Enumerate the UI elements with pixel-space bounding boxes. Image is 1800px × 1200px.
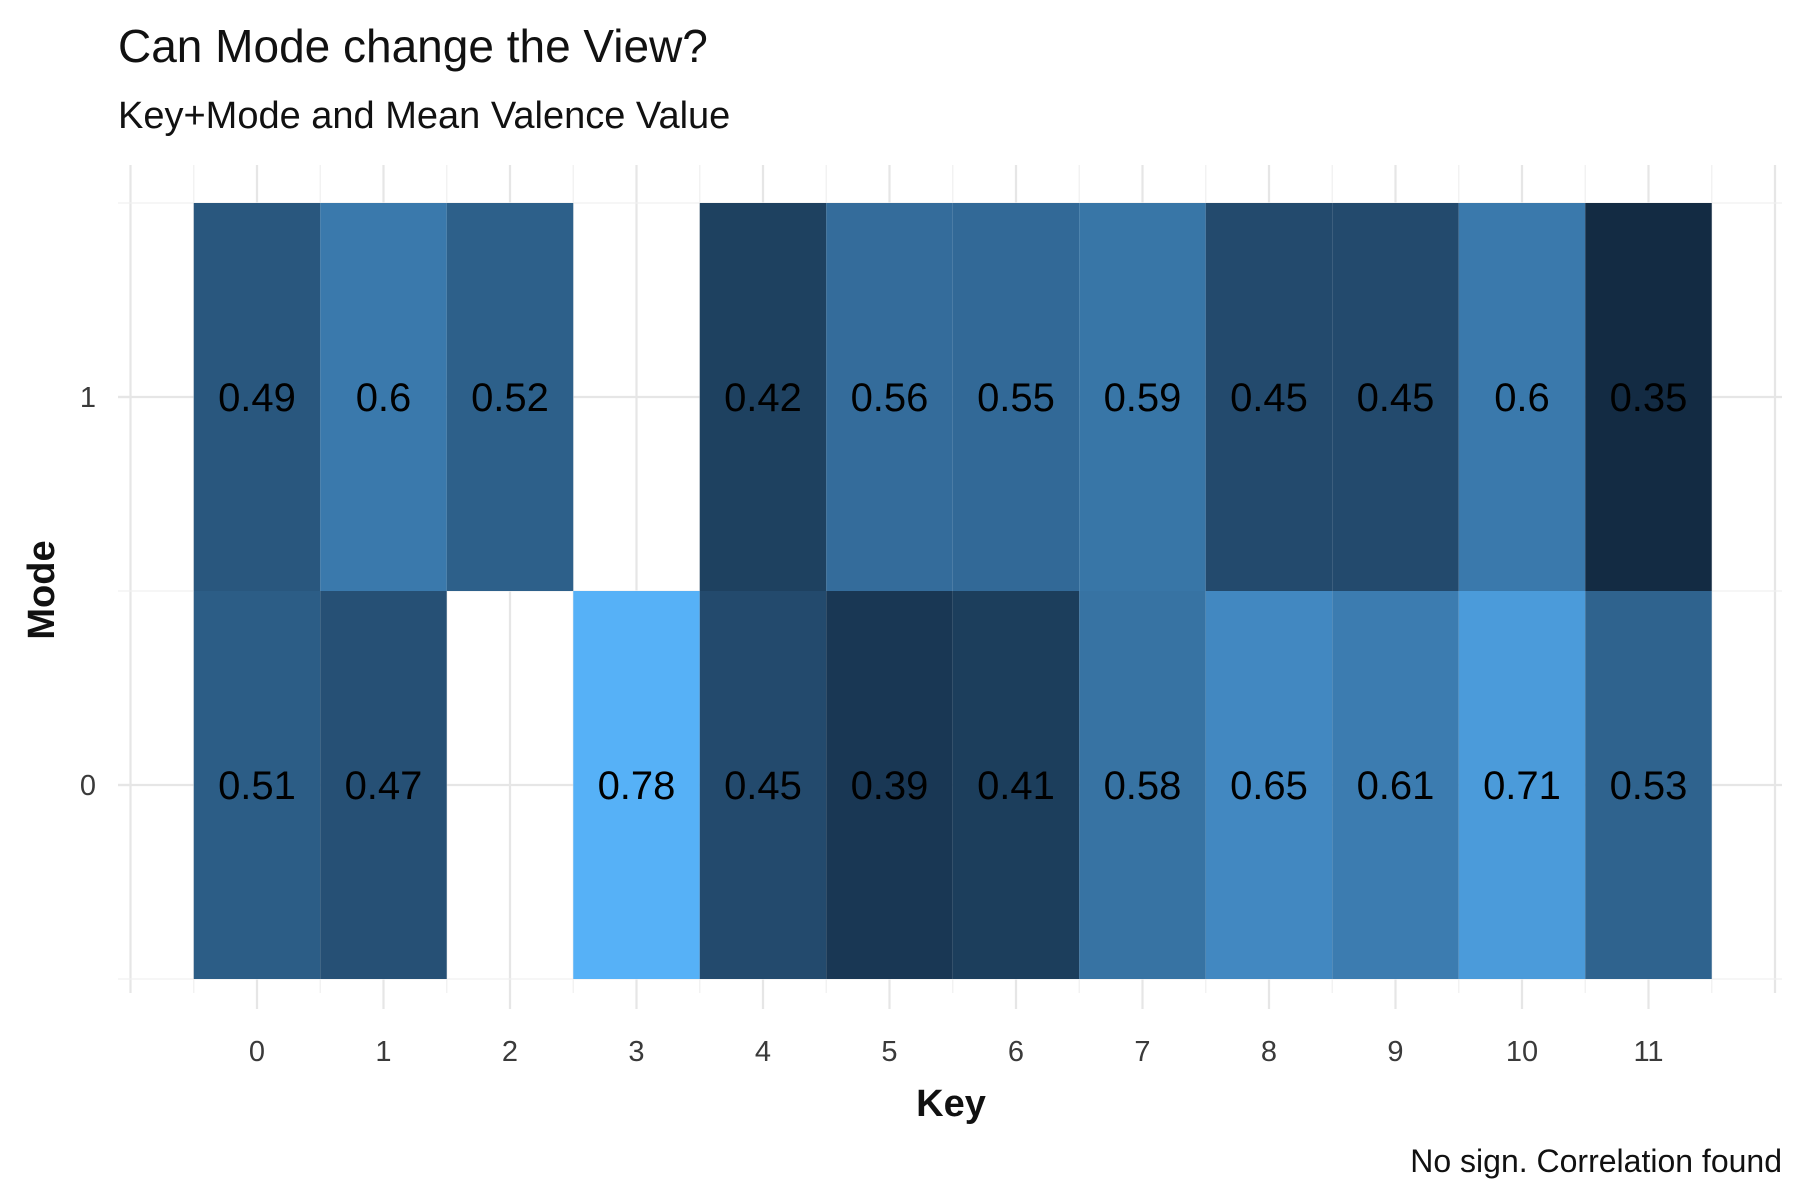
cell-label-key-8-mode-1: 0.45 <box>1230 376 1308 420</box>
y-tick-label-1: 1 <box>80 382 96 414</box>
cell-label-key-10-mode-0: 0.71 <box>1483 764 1561 808</box>
cell-label-key-0-mode-1: 0.49 <box>218 376 296 420</box>
y-tick-label-0: 0 <box>80 770 96 802</box>
cell-label-key-6-mode-1: 0.55 <box>977 376 1055 420</box>
cell-label-key-5-mode-1: 0.56 <box>851 376 929 420</box>
heatmap-cell-key-6-mode-1 <box>952 203 1080 591</box>
heatmap-cell-key-7-mode-0 <box>1079 591 1206 979</box>
x-axis-ticks: 0 1 2 3 4 5 6 7 8 9 10 11 <box>249 993 1664 1068</box>
cell-value-labels: 0.49 0.6 0.52 0.42 0.56 0.55 0.59 0.45 0.45 0.6 0.… <box>218 376 1687 808</box>
heatmap-cell-key-1-mode-1 <box>320 203 447 591</box>
heatmap-cell-key-5-mode-0 <box>826 591 953 979</box>
heatmap-cell-key-3-mode-0 <box>573 591 700 979</box>
chart-title: Can Mode change the View? <box>118 20 708 72</box>
cell-label-key-6-mode-0: 0.41 <box>977 764 1055 808</box>
heatmap-cell-key-11-mode-1 <box>1585 203 1712 591</box>
x-tick-label-4: 4 <box>755 1036 771 1068</box>
cell-label-key-2-mode-1: 0.52 <box>471 376 549 420</box>
x-tick-label-3: 3 <box>628 1036 644 1068</box>
x-tick-label-9: 9 <box>1387 1036 1403 1068</box>
chart-subtitle: Key+Mode and Mean Valence Value <box>118 95 730 137</box>
cell-label-key-7-mode-1: 0.59 <box>1104 376 1182 420</box>
cell-label-key-8-mode-0: 0.65 <box>1230 764 1308 808</box>
heatmap-cell-key-4-mode-1 <box>699 203 827 591</box>
cell-label-key-11-mode-0: 0.53 <box>1610 764 1688 808</box>
heatmap-cell-key-9-mode-0 <box>1332 591 1459 979</box>
cell-label-key-7-mode-0: 0.58 <box>1104 764 1182 808</box>
heatmap-cell-key-2-mode-1 <box>446 203 574 591</box>
x-tick-label-1: 1 <box>375 1036 391 1068</box>
heatmap-cell-key-5-mode-1 <box>826 203 953 591</box>
x-tick-label-2: 2 <box>502 1036 518 1068</box>
x-tick-label-10: 10 <box>1506 1036 1538 1068</box>
heatmap-cell-key-8-mode-1 <box>1205 203 1333 591</box>
heatmap-cell-key-11-mode-0 <box>1585 591 1712 979</box>
x-tick-label-11: 11 <box>1633 1036 1663 1068</box>
cell-label-key-11-mode-1: 0.35 <box>1610 376 1688 420</box>
heatmap-cell-key-4-mode-0 <box>699 591 827 979</box>
x-axis-title: Key <box>916 1083 986 1125</box>
cell-label-key-5-mode-0: 0.39 <box>851 764 929 808</box>
x-tick-label-5: 5 <box>881 1036 897 1068</box>
cell-label-key-4-mode-1: 0.42 <box>724 376 802 420</box>
cell-label-key-9-mode-0: 0.61 <box>1357 764 1435 808</box>
heatmap-cells <box>193 203 1712 979</box>
heatmap-cell-key-9-mode-1 <box>1332 203 1459 591</box>
heatmap-cell-key-10-mode-1 <box>1458 203 1586 591</box>
heatmap-cell-key-1-mode-0 <box>320 591 447 979</box>
cell-label-key-0-mode-0: 0.51 <box>218 764 296 808</box>
heatmap-cell-key-10-mode-0 <box>1458 591 1586 979</box>
cell-label-key-9-mode-1: 0.45 <box>1357 376 1435 420</box>
heatmap-cell-key-6-mode-0 <box>952 591 1080 979</box>
x-tick-label-0: 0 <box>249 1036 265 1068</box>
cell-label-key-1-mode-0: 0.47 <box>345 764 423 808</box>
heatmap-cell-key-7-mode-1 <box>1079 203 1206 591</box>
chart-caption: No sign. Correlation found <box>1410 1143 1782 1179</box>
cell-label-key-3-mode-0: 0.78 <box>598 764 676 808</box>
heatmap-cell-key-0-mode-1 <box>193 203 321 591</box>
cell-label-key-1-mode-1: 0.6 <box>356 376 412 420</box>
heatmap-cell-key-8-mode-0 <box>1205 591 1333 979</box>
x-tick-label-7: 7 <box>1134 1036 1150 1068</box>
y-axis-title: Mode <box>21 540 63 639</box>
x-tick-label-6: 6 <box>1008 1036 1024 1068</box>
x-tick-label-8: 8 <box>1261 1036 1277 1068</box>
cell-label-key-10-mode-1: 0.6 <box>1494 376 1550 420</box>
y-axis-ticks: 01 <box>80 382 132 802</box>
heatmap-cell-key-0-mode-0 <box>193 591 321 979</box>
cell-label-key-4-mode-0: 0.45 <box>724 764 802 808</box>
